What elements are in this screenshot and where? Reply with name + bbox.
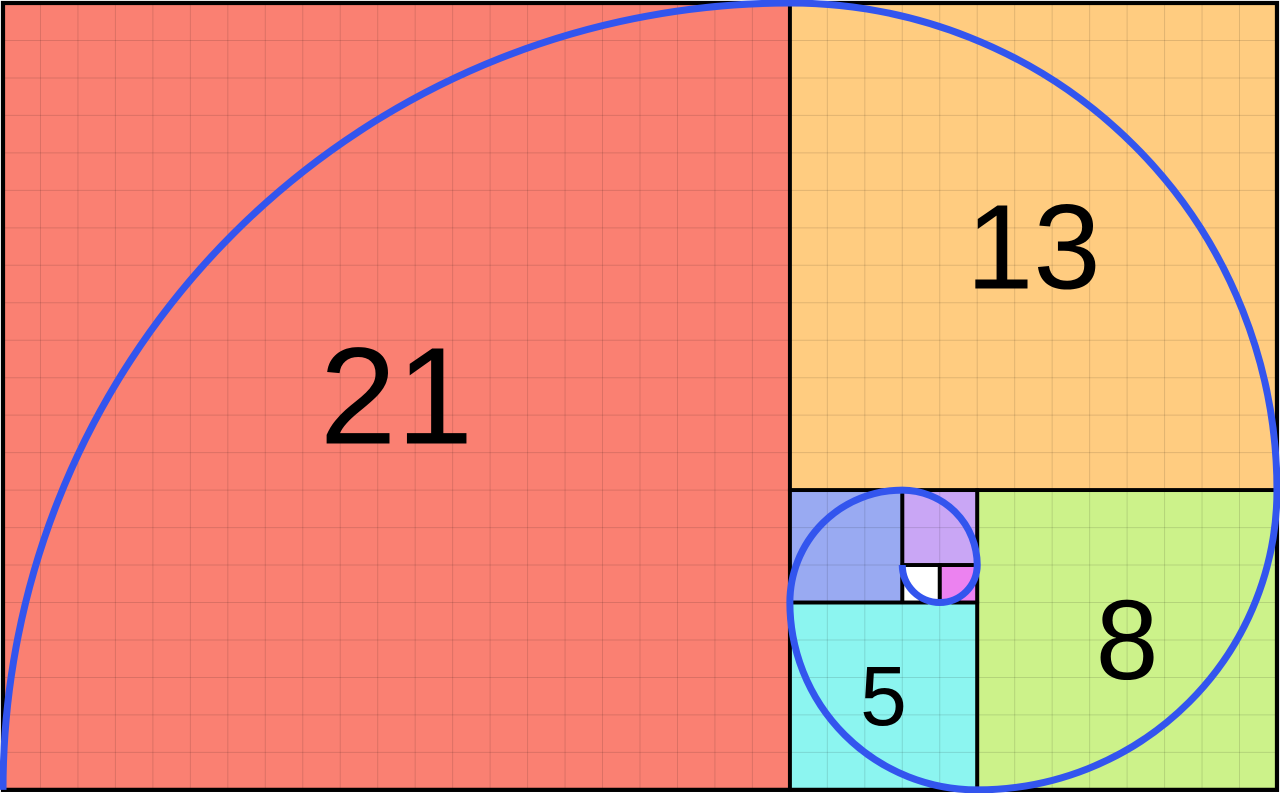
svg-text:8: 8 [1096,577,1159,703]
svg-text:21: 21 [320,319,474,473]
svg-text:13: 13 [966,179,1101,315]
svg-text:5: 5 [860,649,907,743]
